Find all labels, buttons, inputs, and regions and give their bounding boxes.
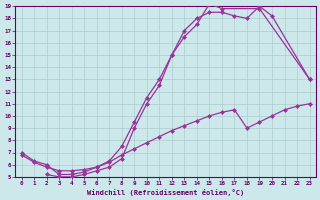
X-axis label: Windchill (Refroidissement éolien,°C): Windchill (Refroidissement éolien,°C)	[87, 189, 244, 196]
